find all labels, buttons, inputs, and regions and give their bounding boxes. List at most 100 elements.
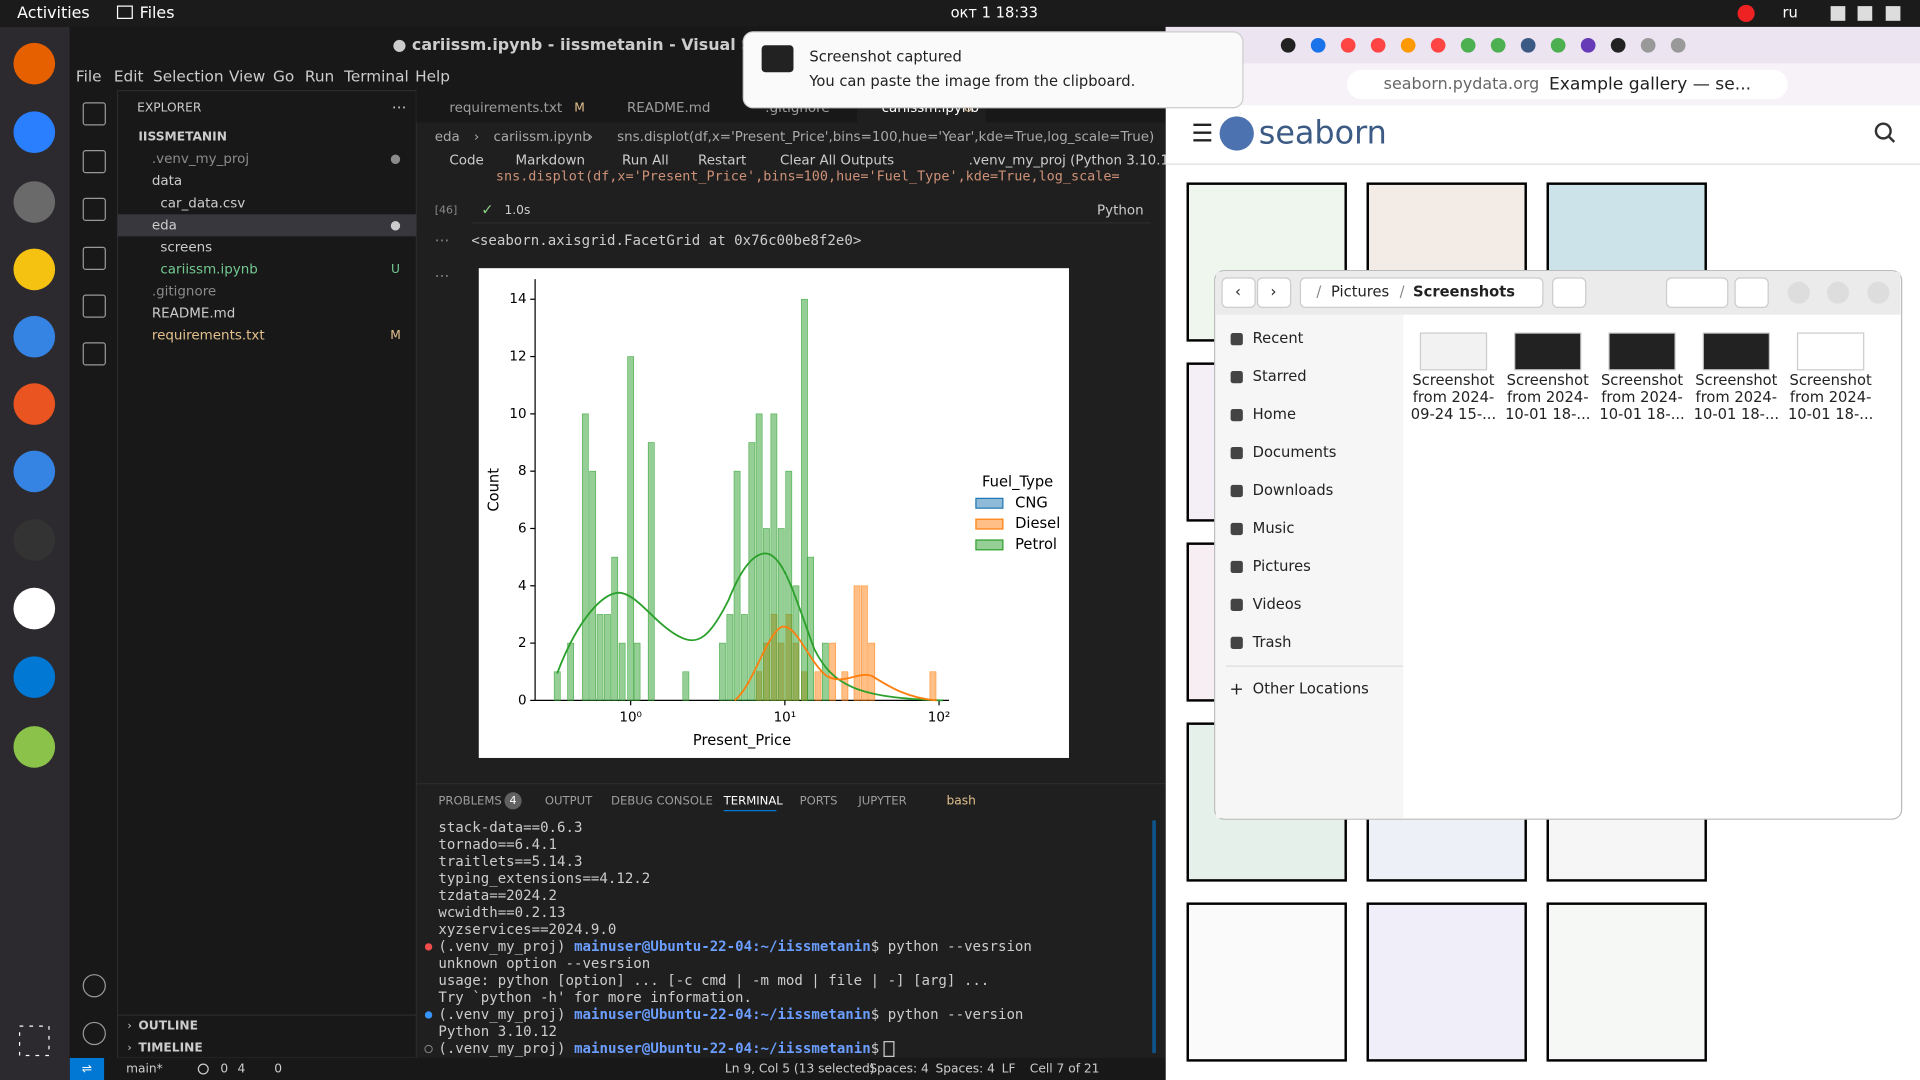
file-thumb[interactable] [1419,332,1488,371]
close[interactable] [1867,281,1890,304]
file-name[interactable]: 10-01 18-... [1788,406,1873,423]
status-cell[interactable]: Cell 7 of 21 [1030,1061,1100,1075]
url[interactable]: seaborn.pydata.org [1384,74,1540,93]
clock[interactable]: окт 1 18:33 [951,4,1038,21]
panel-tab[interactable]: OUTPUT [545,793,593,807]
maximize[interactable] [1826,281,1849,304]
tree-item[interactable]: .venv_my_proj [152,152,249,167]
dock-icon[interactable] [13,383,56,425]
dock-icon[interactable] [13,42,56,85]
menu-item[interactable]: Go [273,68,294,86]
file-thumb[interactable] [1608,332,1676,371]
panel-tab[interactable]: PROBLEMS [438,793,501,807]
browser-tab-icon[interactable] [1610,37,1626,53]
place[interactable]: Documents [1253,444,1337,461]
browser-tab-icon[interactable] [1310,37,1326,53]
outline[interactable]: OUTLINE [138,1019,198,1033]
tray-power[interactable] [1885,6,1901,21]
other-locations[interactable]: Other Locations [1253,680,1369,697]
file-name[interactable]: 10-01 18-... [1694,406,1779,423]
browser-tab-icon[interactable] [1370,37,1386,53]
browser-tab-icon[interactable] [1520,37,1536,53]
panel-tab[interactable]: TERMINAL [723,793,784,807]
file-name[interactable]: from 2024- [1413,389,1495,406]
panel-tab[interactable]: DEBUG CONSOLE [611,793,713,807]
toolbar-button[interactable]: Restart [698,153,746,168]
status-eol[interactable]: LF [1002,1061,1016,1075]
menu-item[interactable]: Edit [114,68,144,86]
browser-tab-icon[interactable] [1640,37,1656,53]
browser-tab-icon[interactable] [1280,37,1296,53]
browser-tab-icon[interactable] [1430,37,1446,53]
view-button[interactable] [1665,277,1729,308]
gallery-thumb[interactable] [1366,902,1527,1062]
status-spaces2[interactable]: Spaces: 4 [936,1061,996,1075]
browser-tab-icon[interactable] [1580,37,1596,53]
omnibox[interactable] [1346,69,1788,100]
activity-icon[interactable] [82,974,106,998]
dock-icon[interactable] [13,181,56,223]
file-thumb[interactable] [1796,332,1865,371]
tray-icon[interactable] [1737,4,1755,23]
lang[interactable]: ru [1783,4,1798,21]
dock-icon[interactable] [13,111,56,154]
dock-icon[interactable] [13,656,56,698]
place[interactable]: Pictures [1253,558,1311,575]
status-position[interactable]: Ln 9, Col 5 (13 selected) [725,1061,875,1075]
activity-icon[interactable] [82,294,106,318]
dock-icon[interactable] [13,587,56,630]
file-name[interactable]: Screenshot [1412,372,1494,389]
path-part[interactable]: Pictures [1331,284,1389,301]
file-name[interactable]: from 2024- [1507,389,1589,406]
toolbar-button[interactable]: Markdown [516,153,585,168]
breadcrumb-item[interactable]: eda [435,130,460,145]
menu-button[interactable]: ☰ [1191,119,1213,148]
tree-item[interactable]: cariissm.ipynb [160,262,257,277]
tree-item[interactable]: requirements.txt [152,329,265,344]
file-name[interactable]: Screenshot [1601,372,1683,389]
path-part[interactable]: Screenshots [1413,284,1515,301]
browser-tab-icon[interactable] [1340,37,1356,53]
dock-icon[interactable] [13,726,56,768]
gallery-thumb[interactable] [1546,902,1707,1062]
tray-volume[interactable] [1857,6,1873,21]
tab[interactable]: requirements.txt [449,101,562,116]
file-thumb[interactable] [1702,332,1770,371]
seaborn-logo[interactable]: seaborn [1259,114,1387,152]
dock-icon[interactable] [13,450,56,493]
tree-item[interactable]: .gitignore [152,284,216,299]
breadcrumb-item[interactable]: sns.displot(df,x='Present_Price',bins=10… [617,130,1154,145]
breadcrumb-item[interactable]: cariissm.ipynb [493,130,590,145]
place[interactable]: Home [1253,406,1296,423]
tab[interactable]: README.md [627,101,710,116]
place[interactable]: Recent [1253,330,1304,347]
tree-item[interactable]: README.md [152,306,235,321]
place[interactable]: Starred [1253,368,1307,385]
place[interactable]: Downloads [1253,482,1334,499]
forward-button[interactable] [1256,277,1292,308]
menu-item[interactable]: Help [415,68,450,86]
activity-icon[interactable] [82,342,106,366]
toolbar-button[interactable]: Run All [622,153,669,168]
minimize[interactable] [1787,281,1810,304]
file-name[interactable]: Screenshot [1695,372,1777,389]
browser-tab-icon[interactable] [1460,37,1476,53]
toolbar-button[interactable]: Clear All Outputs [780,153,894,168]
menu-item[interactable]: Run [305,68,334,86]
timeline[interactable]: TIMELINE [138,1041,202,1055]
file-name[interactable]: Screenshot [1790,372,1872,389]
search-button[interactable] [1552,277,1587,308]
activities[interactable]: Activities [17,3,90,22]
browser-tab-icon[interactable] [1490,37,1506,53]
file-name[interactable]: from 2024- [1790,389,1872,406]
browser-tab-icon[interactable] [1670,37,1686,53]
place[interactable]: Videos [1253,596,1302,613]
file-name[interactable]: 10-01 18-... [1505,406,1590,423]
activity-icon[interactable] [82,1021,106,1046]
status-errors[interactable]: 0 [220,1061,228,1075]
toolbar-button[interactable]: Code [449,153,483,168]
app-name[interactable]: Files [140,3,175,22]
activity-icon[interactable] [82,197,106,222]
dock-icon[interactable] [13,248,56,291]
explorer-root[interactable]: IISSMETANIN [138,130,227,144]
